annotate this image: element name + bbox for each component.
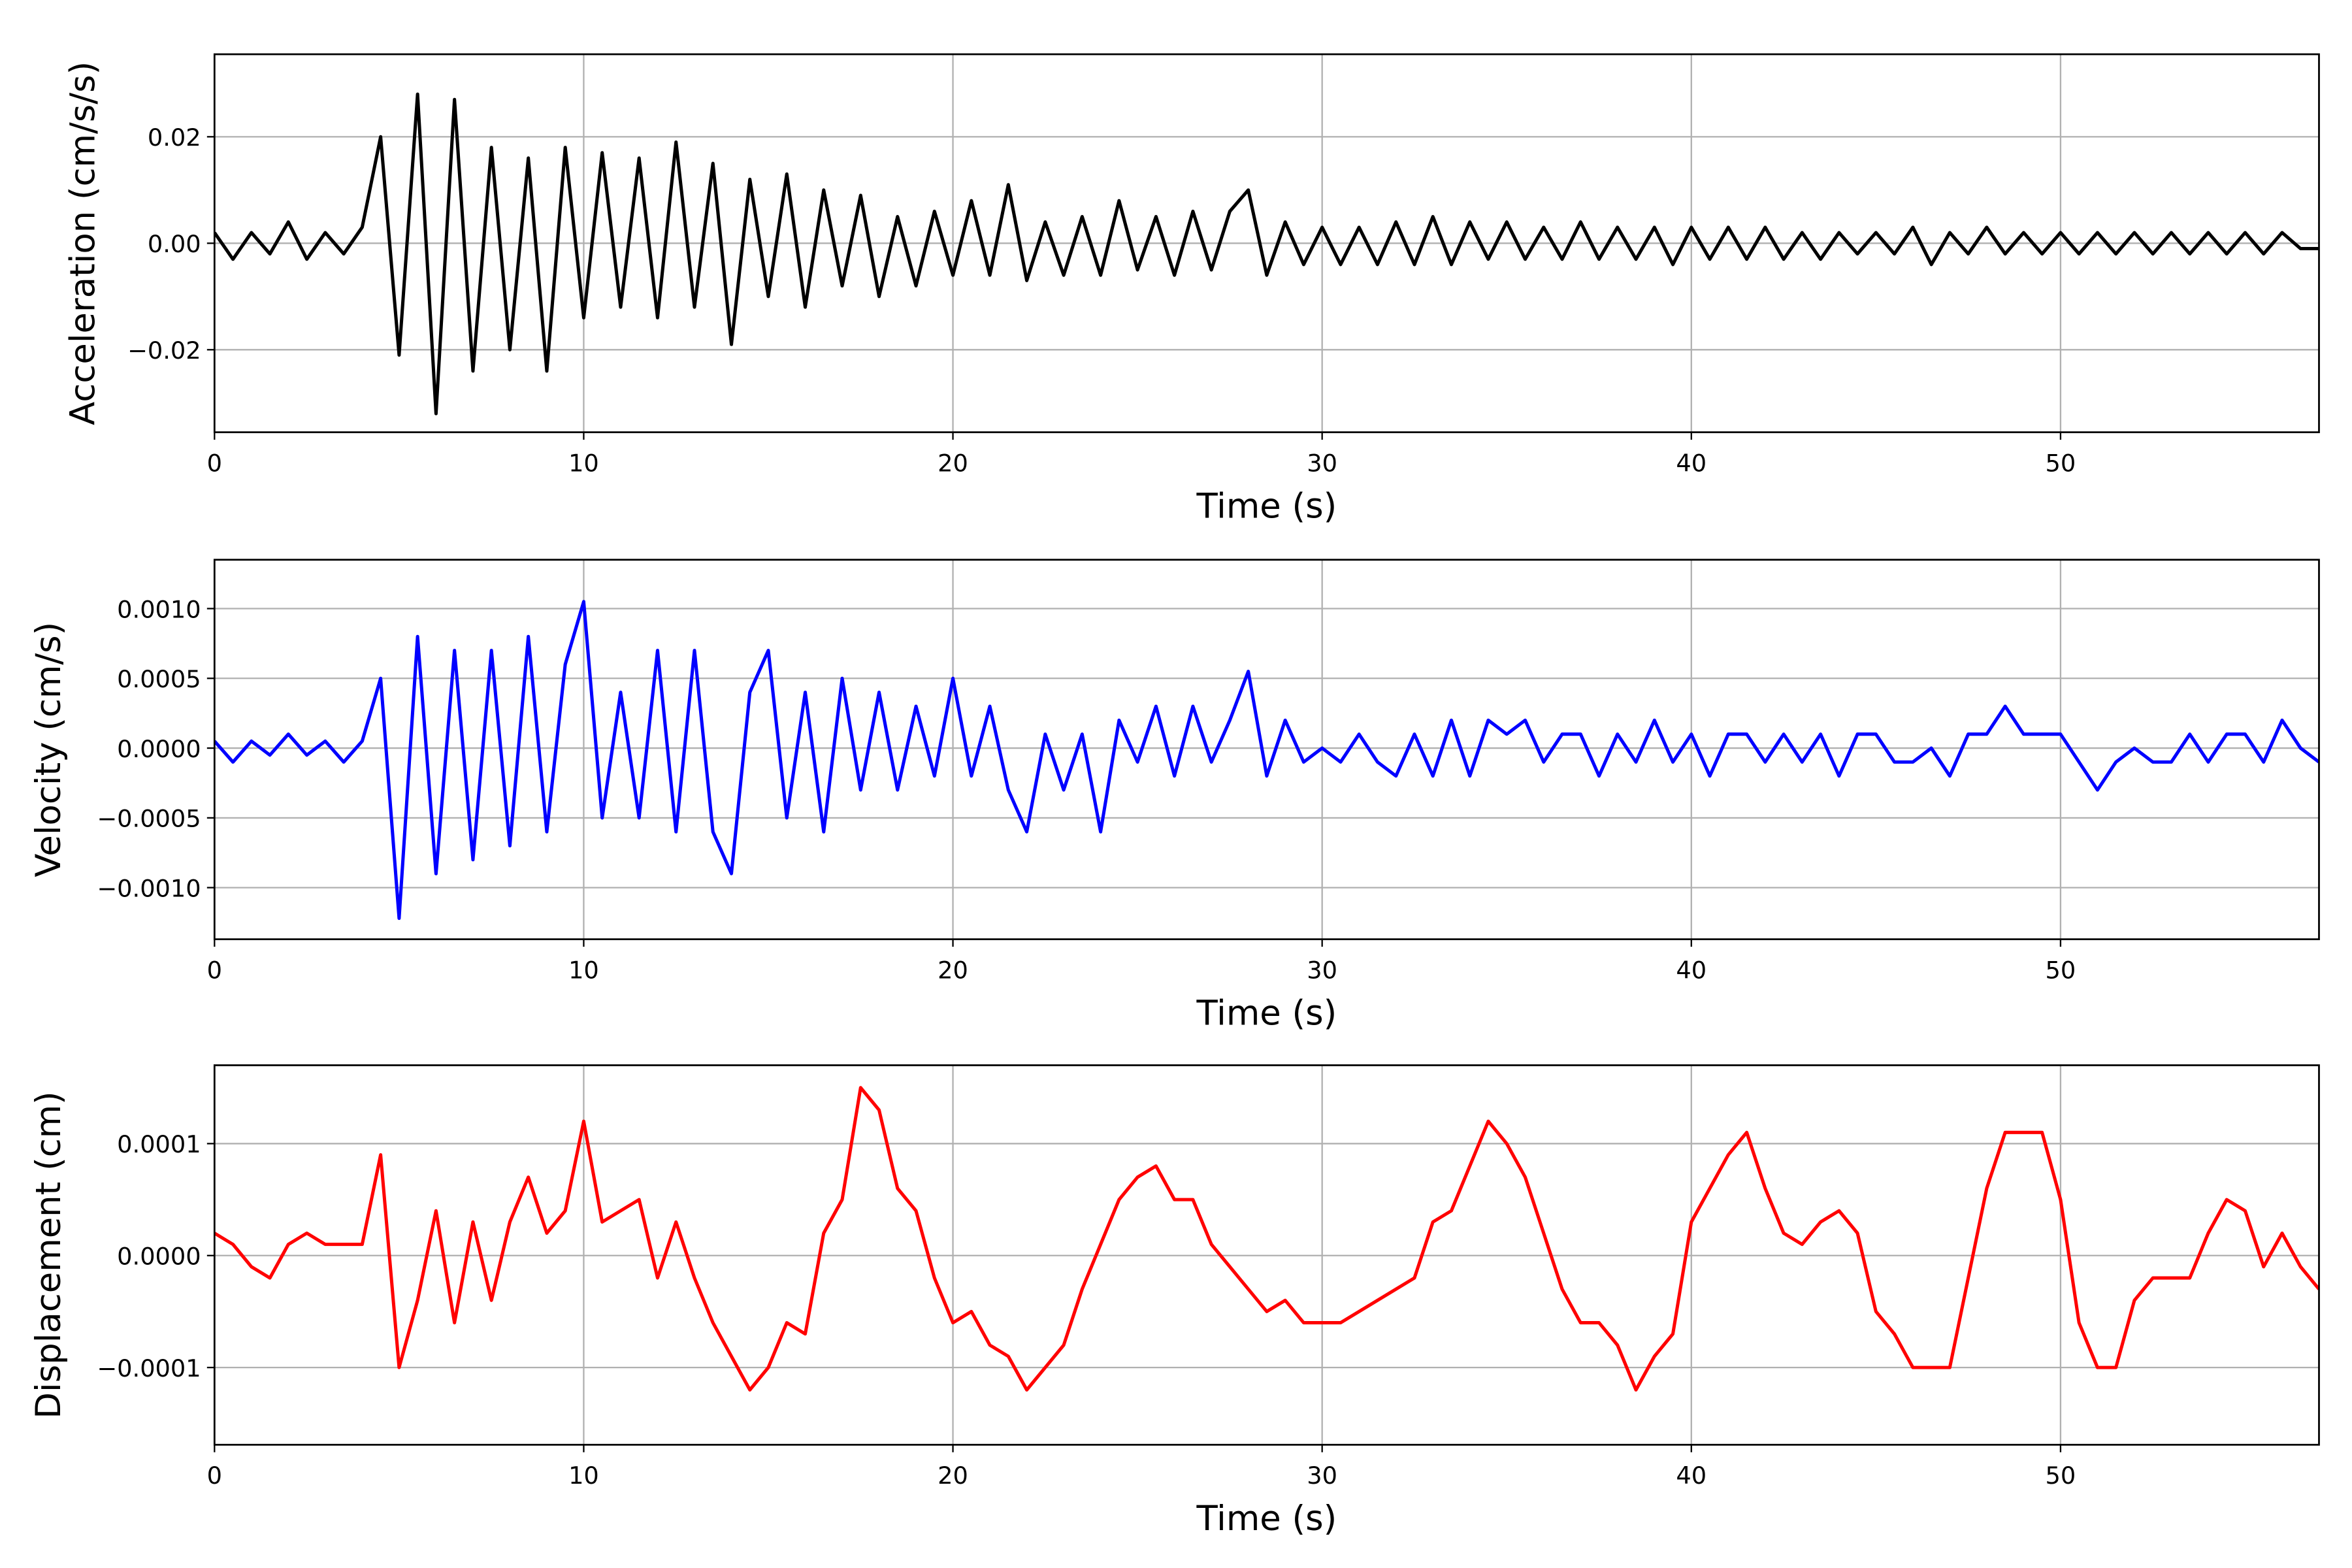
x-axis-label: Time (s): [1196, 993, 1337, 1033]
y-tick-label: −0.02: [127, 336, 201, 365]
x-tick-label: 50: [2046, 1462, 2076, 1490]
x-tick-label: 20: [938, 956, 968, 984]
y-tick-label: 0.0000: [117, 1243, 201, 1271]
x-axis-label: Time (s): [1196, 486, 1337, 526]
x-tick-label: 10: [568, 1462, 599, 1490]
y-axis-label: Velocity (cm/s): [29, 622, 69, 877]
x-tick-label: 10: [568, 956, 599, 984]
x-tick-label: 30: [1307, 449, 1337, 477]
x-tick-label: 0: [207, 1462, 222, 1490]
x-tick-label: 0: [207, 449, 222, 477]
x-tick-label: 30: [1307, 956, 1337, 984]
plot-area: [214, 1086, 2319, 1392]
x-tick-label: 20: [938, 449, 968, 477]
y-tick-label: 0.0005: [117, 665, 201, 693]
y-axis-label: Acceleration (cm/s/s): [63, 61, 103, 425]
y-tick-label: 0.0001: [117, 1130, 201, 1158]
y-tick-label: −0.0001: [97, 1354, 201, 1382]
y-tick-label: 0.00: [148, 230, 201, 258]
x-axis-label: Time (s): [1196, 1499, 1337, 1539]
x-tick-label: 50: [2046, 449, 2076, 477]
y-tick-label: −0.0005: [97, 805, 201, 833]
plot-area: [214, 92, 2319, 416]
x-tick-label: 10: [568, 449, 599, 477]
y-axis-label: Displacement (cm): [29, 1091, 69, 1418]
y-tick-label: 0.0010: [117, 595, 201, 623]
plot-area: [214, 600, 2319, 921]
data-line: [214, 1086, 2319, 1392]
x-tick-label: 40: [1676, 956, 1707, 984]
x-tick-label: 40: [1676, 1462, 1707, 1490]
y-tick-label: 0.02: [148, 123, 201, 152]
x-tick-label: 0: [207, 956, 222, 984]
x-tick-label: 30: [1307, 1462, 1337, 1490]
x-tick-label: 20: [938, 1462, 968, 1490]
axes-frame: [213, 53, 2320, 433]
axes-frame: [213, 1064, 2320, 1446]
y-tick-label: 0.0000: [117, 735, 201, 763]
data-line: [214, 92, 2319, 416]
axes-frame: [213, 559, 2320, 941]
x-tick-label: 40: [1676, 449, 1707, 477]
x-tick-label: 50: [2046, 956, 2076, 984]
data-line: [214, 600, 2319, 921]
y-tick-label: −0.0010: [97, 874, 201, 902]
